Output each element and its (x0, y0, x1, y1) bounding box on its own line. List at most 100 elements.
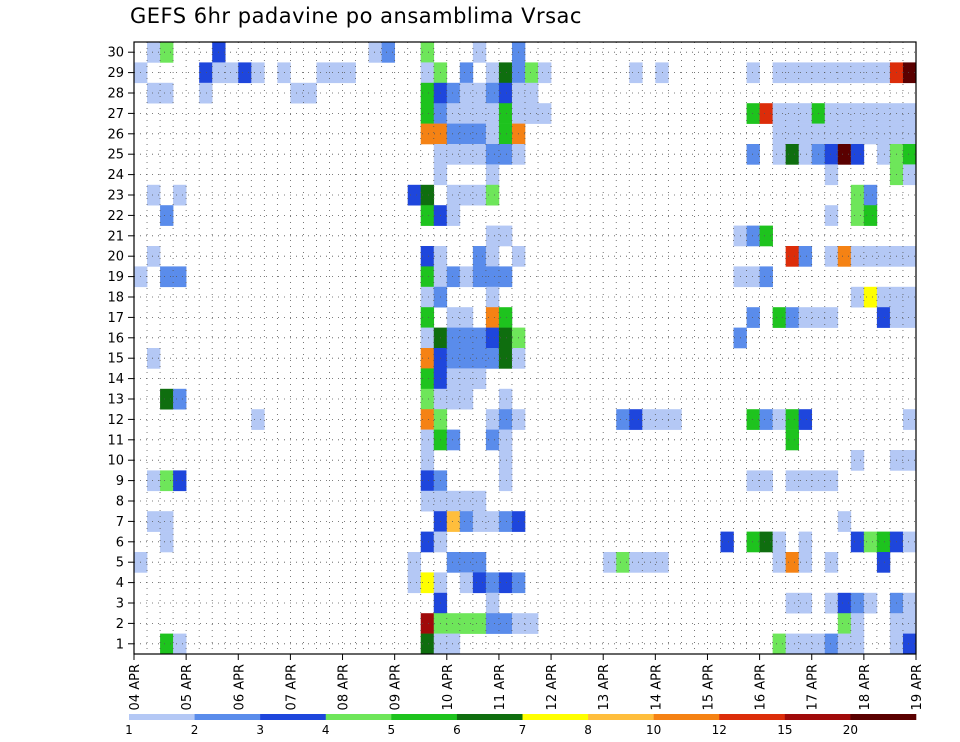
heatmap-cell (446, 490, 461, 512)
heatmap-cell (629, 552, 643, 573)
y-tick-label: 20 (107, 250, 124, 265)
heatmap-cell (498, 388, 513, 410)
heatmap-cell (824, 633, 839, 655)
heatmap-cell (420, 307, 435, 328)
colorbar-label: 6 (453, 723, 461, 737)
heatmap-cell (629, 409, 643, 430)
heatmap-cell (837, 123, 852, 145)
heatmap-cell (459, 348, 474, 369)
heatmap-cell (902, 613, 917, 634)
y-tick-label: 7 (116, 515, 124, 530)
heatmap-cell (485, 307, 500, 328)
heatmap-cell (446, 82, 461, 104)
colorbar-label: 20 (843, 723, 858, 737)
y-tick-label: 6 (116, 535, 124, 550)
heatmap-cell (407, 552, 422, 573)
y-tick-label: 29 (107, 66, 124, 81)
heatmap-cell (876, 552, 891, 573)
x-tick-label: 10 APR (441, 664, 456, 710)
heatmap-cell (642, 552, 656, 573)
heatmap-cell (459, 184, 474, 206)
heatmap-cell (876, 62, 891, 84)
heatmap-cell (446, 388, 461, 410)
heatmap-cell (446, 103, 461, 124)
heatmap-cell (863, 103, 878, 124)
heatmap-cell (824, 144, 839, 165)
heatmap-cell (160, 205, 174, 226)
heatmap-cell (525, 613, 539, 634)
heatmap-cell (485, 246, 500, 267)
heatmap-cell (459, 490, 474, 512)
heatmap-cell (303, 82, 317, 104)
colorbar-label: 1 (125, 723, 133, 737)
heatmap-cell (850, 613, 865, 634)
y-tick-label: 9 (116, 474, 124, 489)
x-tick-label: 17 APR (806, 664, 821, 710)
heatmap-cell (485, 123, 500, 145)
y-axis: 1234567891011121314151617181920212223242… (107, 46, 134, 652)
heatmap-cell (785, 409, 799, 430)
heatmap-cell (902, 144, 917, 165)
heatmap-cell (863, 123, 878, 145)
heatmap-cell (498, 572, 513, 594)
heatmap-cell (147, 82, 161, 104)
heatmap-cell (850, 123, 865, 145)
heatmap-cell (798, 246, 813, 267)
heatmap-cell (824, 205, 839, 226)
colorbar-swatch (719, 714, 786, 720)
heatmap-cell (785, 633, 799, 655)
heatmap-cell (472, 246, 487, 267)
heatmap-cell (850, 184, 865, 206)
heatmap-cell (485, 613, 500, 634)
heatmap-cell (420, 62, 435, 84)
heatmap-cell (902, 123, 917, 145)
heatmap-cell (785, 592, 799, 614)
heatmap-cell (876, 307, 891, 328)
heatmap-cell (876, 531, 891, 553)
heatmap-cell (446, 266, 461, 288)
heatmap-cell (173, 470, 187, 492)
heatmap-cell (173, 633, 187, 655)
heatmap-cell (472, 348, 487, 369)
x-tick-label: 06 APR (232, 664, 247, 710)
heatmap-cell (902, 246, 917, 267)
colorbar: 1 2 3 4 5 6 7 8 10 12 15 20 (125, 714, 917, 737)
heatmap-cell (459, 327, 474, 349)
heatmap-cell (746, 103, 760, 124)
heatmap-cell (837, 511, 852, 532)
heatmap-cell (485, 286, 500, 308)
heatmap-cell (850, 205, 865, 226)
heatmap-cell (525, 103, 539, 124)
heatmap-cell (525, 62, 539, 84)
heatmap-cell (420, 388, 435, 410)
heatmap-cell (498, 266, 513, 288)
colorbar-swatch (391, 714, 458, 720)
heatmap-cell (642, 409, 656, 430)
y-tick-label: 14 (107, 372, 124, 387)
colorbar-label: 5 (388, 723, 396, 737)
heatmap-cell (420, 368, 435, 390)
heatmap-cell (798, 62, 813, 84)
heatmap-cell (498, 82, 513, 104)
heatmap-cell (485, 592, 500, 614)
heatmap-cell (746, 225, 760, 247)
heatmap-cell (837, 62, 852, 84)
heatmap-cell (147, 42, 161, 63)
colorbar-label: 3 (256, 723, 264, 737)
heatmap-cell (472, 552, 487, 573)
plot-frame (133, 41, 917, 655)
x-tick-label: 04 APR (128, 664, 143, 710)
y-tick-label: 23 (107, 189, 124, 204)
heatmap-cell (655, 62, 669, 84)
heatmap-cell (785, 429, 799, 451)
heatmap-cell (746, 307, 760, 328)
heatmap-cell (863, 62, 878, 84)
heatmap-cell (498, 327, 513, 349)
heatmap-cell (759, 531, 773, 553)
heatmap-cell (472, 103, 487, 124)
colorbar-label: 8 (584, 723, 592, 737)
heatmap-cell (785, 62, 799, 84)
heatmap-cell (381, 42, 395, 63)
heatmap-cell (160, 511, 174, 532)
heatmap-cell (746, 531, 760, 553)
